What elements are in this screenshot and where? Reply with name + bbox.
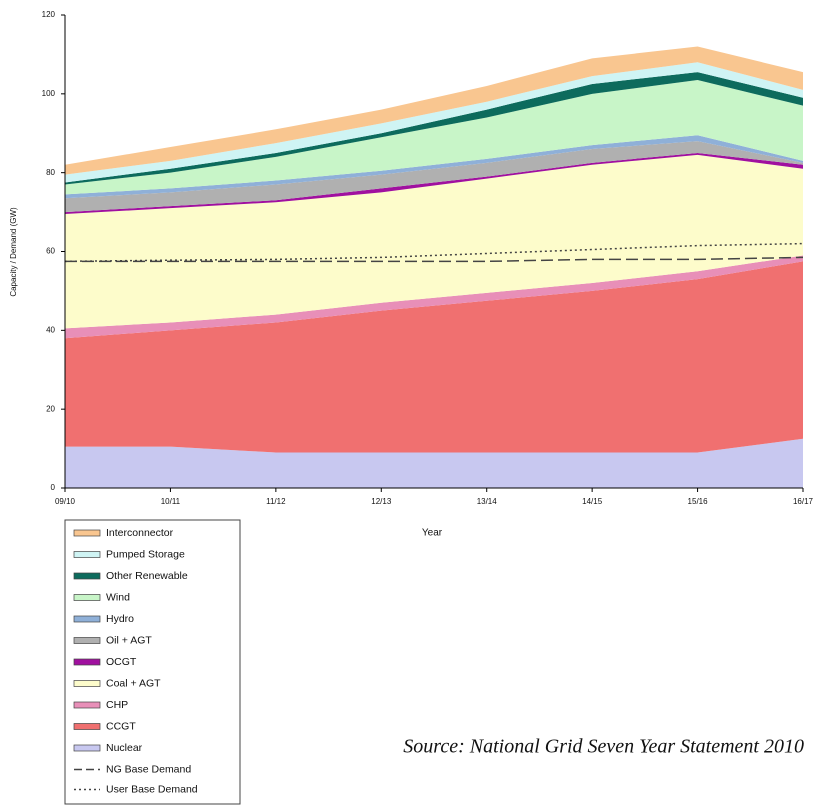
legend-label: Hydro bbox=[106, 613, 134, 625]
legend-label: Interconnector bbox=[106, 527, 174, 539]
legend-swatch bbox=[73, 551, 101, 558]
legend-label: Other Renewable bbox=[106, 570, 188, 582]
x-tick-label: 13/14 bbox=[477, 497, 498, 506]
legend-label: CHP bbox=[106, 699, 128, 711]
x-tick-label: 12/13 bbox=[371, 497, 392, 506]
legend-label: Wind bbox=[106, 591, 130, 603]
legend-swatch bbox=[73, 723, 101, 730]
x-axis-label: Year bbox=[422, 528, 443, 539]
legend-swatch bbox=[73, 637, 101, 644]
area bbox=[65, 141, 803, 213]
legend-swatch bbox=[73, 680, 101, 687]
y-axis-label: Capacity / Demand (GW) bbox=[9, 207, 18, 297]
area bbox=[65, 255, 803, 339]
legend-swatch bbox=[73, 658, 101, 666]
area bbox=[65, 135, 803, 199]
y-tick-label: 80 bbox=[46, 168, 55, 177]
y-tick-label: 100 bbox=[42, 89, 56, 98]
y-tick-label: 20 bbox=[46, 404, 55, 413]
x-tick-label: 11/12 bbox=[266, 497, 286, 506]
legend-label: Pumped Storage bbox=[106, 548, 185, 560]
y-tick-label: 120 bbox=[42, 10, 56, 19]
area bbox=[65, 62, 803, 183]
y-tick-label: 0 bbox=[51, 483, 56, 492]
y-tick-label: 60 bbox=[46, 247, 55, 256]
x-tick-label: 15/16 bbox=[688, 497, 709, 506]
x-tick-label: 16/17 bbox=[793, 497, 814, 506]
y-tick-label: 40 bbox=[46, 325, 55, 334]
legend-swatch bbox=[73, 529, 101, 537]
legend-swatch bbox=[73, 594, 101, 601]
legend-swatch bbox=[73, 572, 101, 580]
legend-label: Coal + AGT bbox=[106, 677, 161, 689]
legend-label: User Base Demand bbox=[106, 783, 198, 795]
x-tick-label: 14/15 bbox=[582, 497, 603, 506]
legend-label: CCGT bbox=[106, 720, 136, 732]
legend-label: Nuclear bbox=[106, 742, 143, 754]
demand-line bbox=[64, 242, 804, 263]
source-note: Source: National Grid Seven Year Stateme… bbox=[403, 736, 804, 758]
area bbox=[65, 80, 803, 195]
area bbox=[65, 46, 803, 175]
legend-swatch bbox=[73, 744, 101, 752]
area bbox=[65, 261, 803, 453]
x-tick-label: 10/11 bbox=[161, 497, 181, 506]
x-tick-label: 09/10 bbox=[55, 497, 76, 506]
demand-line bbox=[65, 256, 804, 263]
area bbox=[65, 72, 803, 185]
area bbox=[65, 154, 803, 329]
legend-label: NG Base Demand bbox=[106, 763, 191, 775]
legend-swatch bbox=[73, 701, 101, 709]
legend-swatch bbox=[73, 615, 101, 623]
area bbox=[65, 438, 803, 488]
legend-label: Oil + AGT bbox=[106, 634, 152, 646]
area bbox=[65, 152, 803, 215]
legend-label: OCGT bbox=[106, 656, 137, 668]
